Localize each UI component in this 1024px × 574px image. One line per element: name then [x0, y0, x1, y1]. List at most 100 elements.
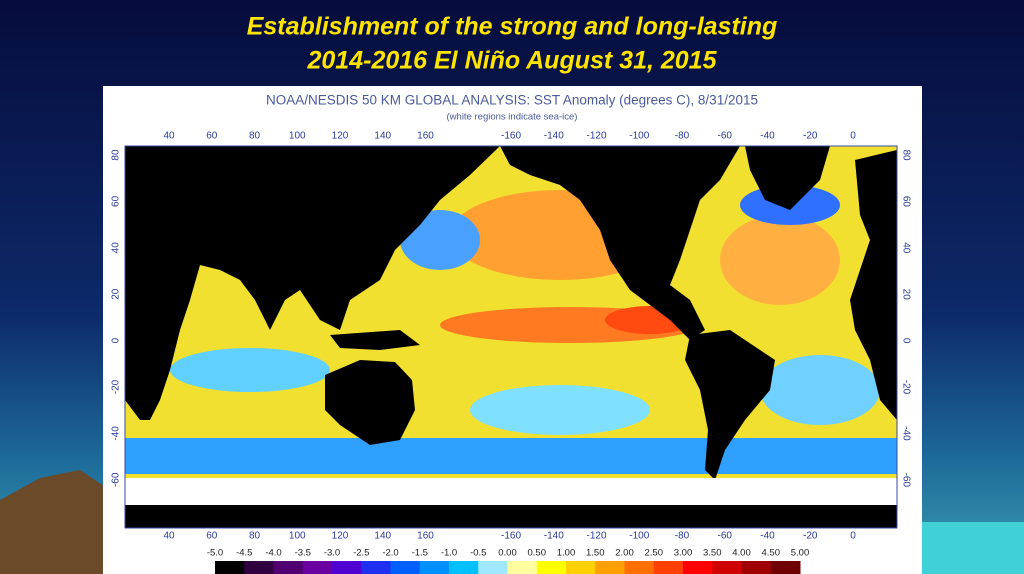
colorbar-label: 2.00: [615, 548, 634, 559]
slide-title: 2014-2016 El Niño August 31, 2015: [307, 47, 718, 75]
land: [850, 150, 897, 420]
land: [500, 146, 740, 340]
lat-label: -60: [111, 472, 122, 487]
lon-label: -100: [629, 531, 649, 542]
colorbar-label: -1.0: [441, 548, 457, 559]
colorbar-label: -4.0: [265, 548, 281, 559]
sea-ice: [125, 478, 897, 508]
lon-label: -60: [718, 531, 733, 542]
accent: [922, 522, 1024, 574]
colorbar-swatch: [478, 561, 508, 574]
lon-label: -20: [803, 531, 818, 542]
colorbar-label: 1.00: [557, 548, 576, 559]
lon-label: 0: [850, 531, 856, 542]
lon-label: 120: [332, 531, 349, 542]
colorbar-swatch: [595, 561, 625, 574]
lon-label: 140: [374, 131, 391, 142]
colorbar-label: 0.50: [528, 548, 547, 559]
lon-label: -160: [501, 531, 521, 542]
map-frame: [124, 145, 898, 529]
lon-label: 60: [206, 131, 218, 142]
land: [325, 360, 415, 445]
map-title: NOAA/NESDIS 50 KM GLOBAL ANALYSIS: SST A…: [266, 93, 758, 108]
colorbar-swatch: [770, 561, 801, 574]
colorbar-label: -3.5: [295, 548, 311, 559]
cool-anomaly: [470, 385, 650, 435]
lon-label: 40: [163, 131, 175, 142]
cool-anomaly: [760, 355, 880, 425]
colorbar-swatch: [332, 561, 362, 574]
colorbar-swatch: [741, 561, 772, 574]
lon-label: 80: [249, 531, 261, 542]
colorbar-swatch: [361, 561, 391, 574]
lon-label: -80: [675, 531, 690, 542]
lon-label: -40: [760, 531, 775, 542]
lon-label: -80: [675, 131, 690, 142]
lon-label: 40: [163, 531, 175, 542]
lat-label: 40: [900, 242, 911, 254]
lon-label: 80: [249, 131, 261, 142]
lon-label: -160: [501, 131, 521, 142]
lat-label: -20: [900, 380, 911, 395]
lat-label: -20: [111, 379, 122, 394]
colorbar-swatch: [712, 561, 742, 574]
colorbar-label: 5.00: [791, 548, 810, 559]
colorbar-label: 3.00: [674, 548, 693, 559]
lon-label: 120: [332, 131, 349, 142]
colorbar-swatch: [390, 561, 421, 574]
colorbar-label: 2.50: [645, 548, 664, 559]
lat-label: 40: [111, 242, 122, 254]
land: [330, 330, 420, 350]
colorbar-label: -2.0: [382, 548, 398, 559]
colorbar-swatch: [507, 561, 538, 574]
lat-label: 80: [111, 149, 122, 161]
cool-anomaly: [125, 438, 897, 474]
lat-label: -40: [900, 426, 911, 441]
colorbar-swatch: [302, 561, 333, 574]
land: [685, 330, 775, 480]
colorbar-label: 4.50: [762, 548, 781, 559]
hill: [0, 470, 110, 574]
colorbar-swatch: [419, 561, 450, 574]
lon-label: -100: [629, 131, 649, 142]
land: [125, 146, 500, 420]
colorbar-label: -0.5: [470, 548, 486, 559]
colorbar-label: -4.5: [236, 548, 252, 559]
lon-label: 0: [850, 131, 856, 142]
colorbar-label: -5.0: [207, 548, 223, 559]
lat-label: 20: [900, 289, 911, 301]
lon-label: -140: [544, 131, 564, 142]
lon-label: -140: [544, 531, 564, 542]
lat-label: 80: [900, 149, 911, 161]
lon-label: -120: [586, 131, 606, 142]
lon-label: 160: [417, 531, 434, 542]
lon-label: 160: [417, 131, 434, 142]
map-subtitle: (white regions indicate sea-ice): [447, 112, 578, 123]
colorbar-label: 3.50: [703, 548, 722, 559]
colorbar-label: -1.5: [412, 548, 428, 559]
lon-label: -20: [803, 131, 818, 142]
lon-label: -60: [718, 131, 733, 142]
lon-label: -40: [760, 131, 775, 142]
colorbar-label: -3.0: [324, 548, 340, 559]
land: [125, 505, 897, 528]
lon-label: 60: [206, 531, 218, 542]
colorbar-label: 4.00: [732, 548, 751, 559]
colorbar-swatch: [273, 561, 304, 574]
colorbar-label: 0.00: [498, 548, 517, 559]
lat-label: 0: [900, 338, 911, 344]
lon-label: -120: [586, 531, 606, 542]
land: [745, 146, 830, 210]
colorbar-label: -2.5: [353, 548, 369, 559]
colorbar-swatch: [215, 561, 245, 574]
lat-label: 20: [111, 288, 122, 300]
colorbar-label: 1.50: [586, 548, 605, 559]
lon-label: 100: [289, 531, 306, 542]
cool-anomaly: [170, 348, 330, 392]
colorbar-swatch: [536, 561, 567, 574]
colorbar-swatch: [653, 561, 684, 574]
map: [125, 146, 897, 528]
lat-label: -60: [900, 473, 911, 488]
